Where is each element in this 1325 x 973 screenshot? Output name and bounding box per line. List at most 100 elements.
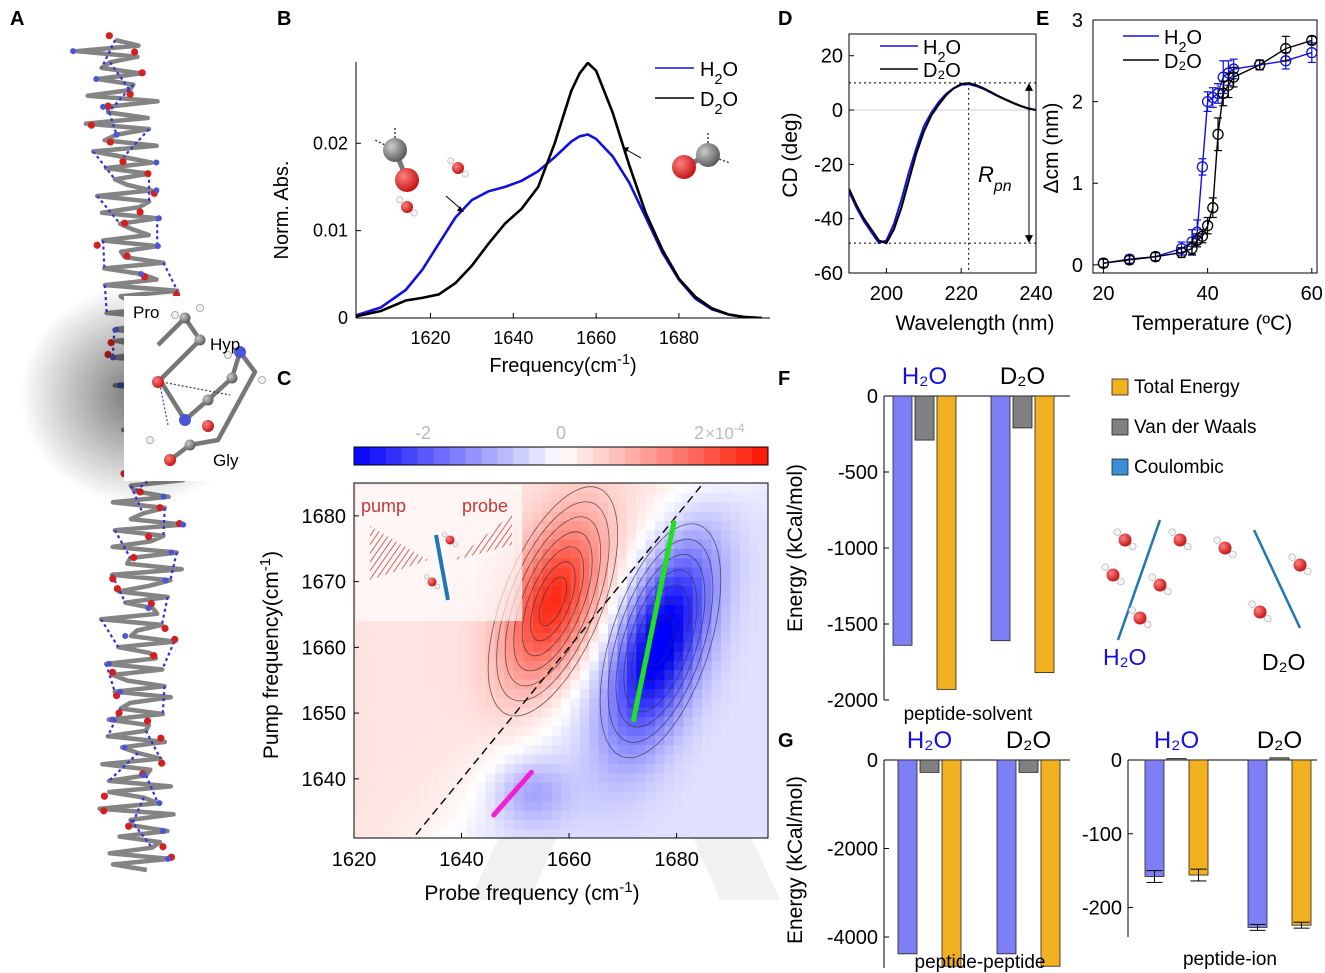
- heatmap-cell: [589, 810, 600, 820]
- heatmap-cell: [561, 483, 571, 493]
- heatmap-cell: [711, 819, 722, 830]
- heatmap-cell: [711, 772, 722, 783]
- heatmap-cell: [721, 697, 731, 708]
- heatmap-cell: [749, 725, 760, 736]
- heatmap-cell: [382, 632, 393, 643]
- heatmap-cell: [523, 753, 534, 764]
- heatmap-cell: [589, 669, 600, 680]
- heatmap-cell: [645, 819, 656, 830]
- hbond-line: [129, 485, 144, 514]
- heatmap-cell: [739, 707, 750, 718]
- heatmap-cell: [532, 576, 543, 587]
- heatmap-cell: [758, 492, 768, 503]
- heatmap-cell: [551, 688, 562, 699]
- heatmap-cell: [542, 623, 553, 633]
- heatmap-cell: [485, 669, 496, 680]
- heatmap-cell: [363, 763, 374, 774]
- heatmap-cell: [410, 623, 421, 633]
- group-label-d2o: D₂O: [1006, 727, 1051, 754]
- heatmap-cell: [391, 791, 402, 802]
- plot-frame: [353, 482, 769, 839]
- heatmap-cell: [702, 557, 713, 568]
- heatmap-cell: [683, 539, 694, 549]
- heatmap-cell: [438, 651, 449, 662]
- heatmap-cell: [391, 763, 402, 774]
- heatmap-cell: [579, 669, 590, 680]
- heatmap-cell: [476, 641, 487, 652]
- heatmap-cell: [579, 548, 590, 559]
- oxygen-atom: [1106, 568, 1120, 582]
- heatmap-cell: [382, 697, 393, 708]
- heatmap-cell: [363, 697, 374, 708]
- data-point: [1186, 242, 1198, 255]
- heatmap-cell: [466, 781, 477, 792]
- heatmap-cell: [476, 819, 487, 830]
- x-axis-label: Wavelength (nm): [895, 312, 1054, 335]
- heatmap-cell: [401, 641, 411, 652]
- hydrogen-atom: [1144, 620, 1152, 629]
- heatmap-cell: [448, 688, 459, 699]
- hydrogen-atom: [410, 209, 418, 217]
- heatmap-cell: [589, 772, 600, 783]
- heatmap-cell: [589, 623, 600, 633]
- heatmap-cell: [391, 781, 402, 792]
- oxygen-atom: [144, 170, 152, 178]
- heatmap-cell: [617, 716, 628, 727]
- heatmap-cell: [739, 641, 750, 652]
- heatmap-cell: [673, 763, 684, 774]
- heatmap-cell: [730, 716, 741, 727]
- heatmap-cell: [598, 744, 609, 755]
- heatmap-cell: [636, 557, 647, 568]
- heatmap-cell: [673, 688, 684, 699]
- heatmap-cell: [730, 641, 741, 652]
- oxygen-atom: [87, 121, 96, 129]
- colorbar-segment: [385, 447, 403, 465]
- heatmap-cell: [354, 725, 364, 736]
- nitrogen-atom: [168, 549, 175, 556]
- heatmap-cell: [711, 735, 722, 746]
- heatmap-cell: [504, 800, 515, 811]
- heatmap-cell: [598, 492, 609, 503]
- heatmap-cell: [514, 744, 524, 755]
- y-tick-label: -1500: [827, 614, 878, 636]
- oxygen-atom: [93, 241, 101, 249]
- heatmap-cell: [702, 632, 713, 643]
- heatmap-cell: [608, 576, 618, 587]
- heatmap-cell: [372, 707, 383, 718]
- heatmap-cell: [354, 828, 364, 838]
- heatmap-cell: [523, 511, 534, 521]
- hbond-line: [100, 39, 117, 69]
- hbond-line: [106, 707, 122, 737]
- heatmap-cell: [636, 567, 647, 577]
- heatmap-cell: [626, 557, 637, 568]
- heatmap-cell: [419, 772, 430, 783]
- heatmap-cell: [636, 623, 647, 633]
- oxygen-atom: [1173, 533, 1187, 547]
- heatmap-cell: [448, 810, 459, 820]
- heatmap-cell: [542, 595, 553, 605]
- heatmap-cell: [673, 725, 684, 736]
- membrane-line: [1116, 519, 1162, 641]
- heatmap-cell: [598, 613, 609, 624]
- heatmap-cell: [570, 688, 581, 699]
- nitrogen-atom: [109, 716, 116, 723]
- heatmap-cell: [570, 529, 581, 540]
- heatmap-cell: [466, 669, 477, 680]
- heatmap-cell: [692, 810, 703, 820]
- heatmap-cell: [730, 819, 741, 830]
- heatmap-cell: [645, 660, 656, 671]
- x-axis-label: Temperature (ºC): [1132, 312, 1293, 335]
- heatmap-cell: [645, 763, 656, 774]
- heatmap-cell: [589, 483, 600, 493]
- heatmap-cell: [589, 725, 600, 736]
- plot-area: [356, 62, 762, 318]
- nitrogen-atom: [162, 577, 169, 584]
- y-axis-label-part: ): [260, 551, 283, 558]
- heatmap-cell: [354, 697, 364, 708]
- heatmap-cell: [382, 735, 393, 746]
- heatmap-cell: [354, 791, 364, 802]
- heatmap-cell: [749, 819, 760, 830]
- heatmap-cell: [702, 567, 713, 577]
- heatmap-cell: [683, 697, 694, 708]
